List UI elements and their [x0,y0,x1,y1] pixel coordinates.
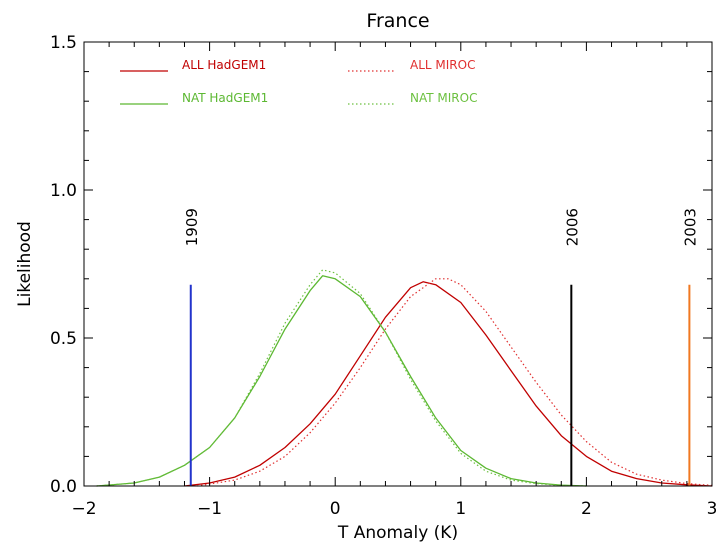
curves [96,269,713,487]
x-tick-label: −2 [71,499,96,519]
y-tick-label: 1.0 [50,181,77,201]
x-tick-label: −1 [197,499,222,519]
y-tick-label: 1.5 [50,33,77,53]
legend-label-nat-hadgem1: NAT HadGEM1 [182,91,268,105]
legend: ALL HadGEM1 ALL MIROC NAT HadGEM1 NAT MIROC [120,58,477,105]
y-tick-label: 0.5 [50,329,77,349]
x-axis-title: T Anomaly (K) [337,523,458,543]
curve-all-hadgem1 [184,281,713,487]
curve-nat-hadgem1 [96,275,587,487]
marker-label-2003: 2003 [681,208,699,246]
axes: −2 −1 0 1 2 3 0.0 0.5 1.0 1.5 [50,33,716,519]
legend-label-all-hadgem1: ALL HadGEM1 [182,58,266,72]
y-axis-title: Likelihood [15,221,35,307]
x-tick-label: 3 [707,499,716,519]
year-markers: 1909 2006 2003 [183,208,699,486]
curve-nat-miroc [96,269,587,487]
marker-label-2006: 2006 [563,208,581,246]
curve-all-miroc [196,278,713,487]
chart-title: France [366,10,429,32]
plot-frame [83,41,713,487]
marker-label-1909: 1909 [183,208,201,246]
y-tick-label: 0.0 [50,477,77,497]
x-tick-label: 0 [330,499,341,519]
legend-label-all-miroc: ALL MIROC [410,58,475,72]
x-tick-label: 2 [581,499,592,519]
x-tick-label: 1 [455,499,466,519]
legend-label-nat-miroc: NAT MIROC [410,91,477,105]
